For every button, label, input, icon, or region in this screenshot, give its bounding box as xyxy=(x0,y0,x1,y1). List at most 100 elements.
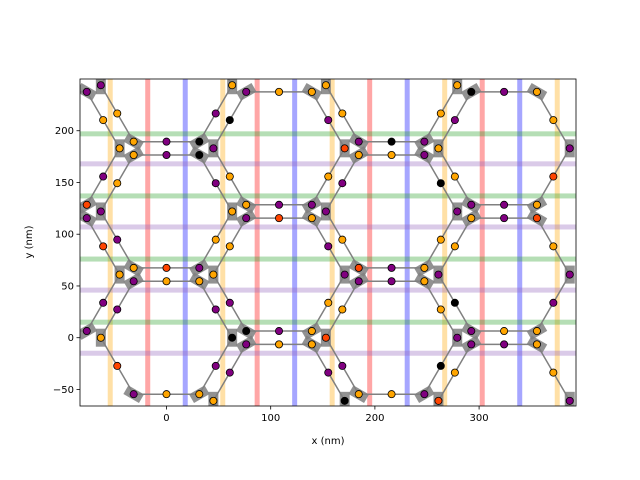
lattice-node xyxy=(387,263,396,272)
lattice-node xyxy=(113,235,122,244)
vertical-band-red xyxy=(145,79,151,406)
horizontal-band-purple xyxy=(80,224,576,230)
lattice-node xyxy=(436,109,445,118)
lattice-node xyxy=(225,172,234,181)
horizontal-band-green xyxy=(80,256,576,262)
lattice-node xyxy=(226,425,233,432)
horizontal-band-purple xyxy=(80,350,576,356)
lattice-node xyxy=(275,454,282,461)
lattice-bar xyxy=(11,322,32,340)
horizontal-band-green xyxy=(80,319,576,325)
lattice-node xyxy=(18,327,25,334)
lattice-node xyxy=(162,390,171,399)
lattice-node xyxy=(196,25,203,32)
lattice-node xyxy=(82,200,91,209)
lattice-node xyxy=(549,242,558,251)
lattice-node xyxy=(436,235,445,244)
lattice-node xyxy=(450,368,459,377)
lattice-node xyxy=(96,207,105,216)
lattice-node xyxy=(115,144,124,153)
lattice-node xyxy=(387,390,396,399)
vertical-band-blue xyxy=(292,79,298,406)
lattice-node xyxy=(242,340,251,349)
lattice-node xyxy=(225,368,234,377)
lattice-node xyxy=(324,172,333,181)
horizontal-band-green xyxy=(80,193,576,199)
vertical-band-blue xyxy=(182,79,188,406)
lattice-node xyxy=(211,235,220,244)
lattice-node xyxy=(50,88,57,95)
lattice-node xyxy=(549,172,558,181)
lattice-node xyxy=(500,214,509,223)
lattice-node xyxy=(453,81,462,90)
lattice-bar xyxy=(527,448,548,466)
lattice-node xyxy=(420,277,429,286)
y-axis-label: y (nm) xyxy=(24,225,35,258)
lattice-node xyxy=(195,150,204,159)
lattice-node xyxy=(340,144,349,153)
lattice-node xyxy=(99,298,108,307)
plot-frame xyxy=(79,78,577,407)
lattice-node xyxy=(451,425,458,432)
lattice-node xyxy=(387,137,396,146)
lattice-node xyxy=(1,173,8,180)
lattice-node xyxy=(450,298,459,307)
lattice-node xyxy=(450,242,459,251)
lattice-node xyxy=(82,327,91,336)
y-tick-label: 100 xyxy=(55,230,74,241)
lattice-bar xyxy=(302,448,323,466)
lattice-node xyxy=(99,116,108,125)
lattice-node xyxy=(82,87,91,96)
lattice-node xyxy=(338,235,347,244)
lattice-node xyxy=(324,368,333,377)
y-tick-label: 0 xyxy=(68,333,74,344)
lattice-node xyxy=(243,454,250,461)
lattice-node xyxy=(354,137,363,146)
lattice-node xyxy=(129,390,138,399)
lattice-node xyxy=(324,242,333,251)
vertical-band-orange xyxy=(107,79,113,406)
lattice-node xyxy=(421,25,428,32)
lattice-node xyxy=(338,109,347,118)
lattice-node xyxy=(96,81,105,90)
lattice-node xyxy=(420,263,429,272)
lattice-node xyxy=(212,53,219,60)
lattice-node xyxy=(195,263,204,272)
lattice-node xyxy=(307,340,316,349)
lattice-node xyxy=(275,214,284,223)
lattice-node xyxy=(436,361,445,370)
horizontal-band-green xyxy=(80,131,576,137)
lattice-node xyxy=(228,81,237,90)
lattice-node xyxy=(565,270,574,279)
lattice-node xyxy=(129,277,138,286)
lattice-bar xyxy=(461,448,482,466)
lattice-node xyxy=(340,270,349,279)
lattice-node xyxy=(242,214,251,223)
lattice-node xyxy=(115,270,124,279)
lattice-node xyxy=(500,327,509,336)
lattice-node xyxy=(324,298,333,307)
lattice-node xyxy=(355,25,362,32)
lattice-node xyxy=(275,87,284,96)
lattice-node xyxy=(339,53,346,60)
lattice-node xyxy=(338,179,347,188)
lattice-node xyxy=(18,201,25,208)
lattice-node xyxy=(130,25,137,32)
vertical-band-red xyxy=(367,79,373,406)
vertical-band-red xyxy=(479,79,485,406)
lattice-node xyxy=(500,87,509,96)
lattice-node xyxy=(565,396,574,405)
lattice-node xyxy=(340,396,349,405)
lattice-node xyxy=(96,333,105,342)
lattice-node xyxy=(436,179,445,188)
lattice-node xyxy=(162,150,171,159)
lattice-node xyxy=(99,172,108,181)
lattice-node xyxy=(420,150,429,159)
lattice-node xyxy=(532,340,541,349)
lattice-node xyxy=(225,116,234,125)
lattice-node xyxy=(162,263,171,272)
lattice-node xyxy=(453,207,462,216)
lattice-node xyxy=(532,327,541,336)
lattice-node xyxy=(308,454,315,461)
lattice-node xyxy=(242,87,251,96)
